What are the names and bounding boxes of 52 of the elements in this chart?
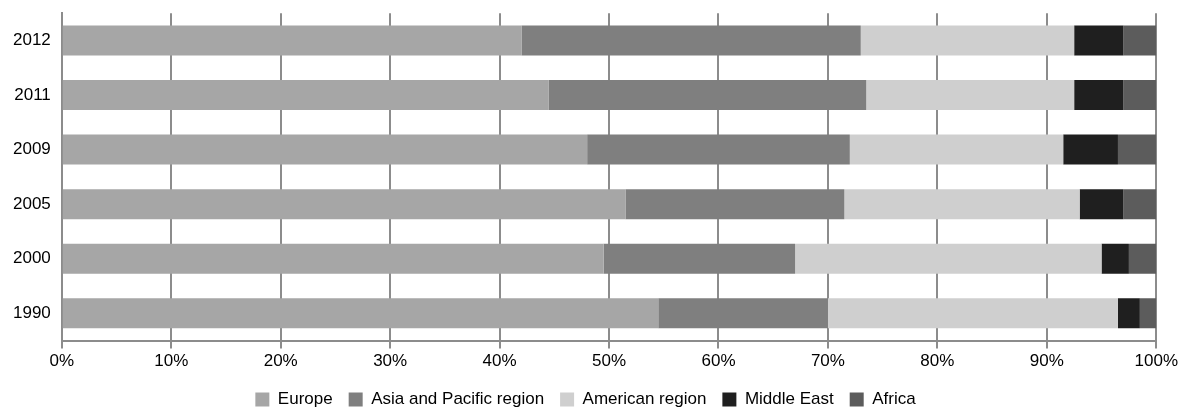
bar (62, 134, 588, 165)
y-tick-label: 2000 (12, 248, 51, 268)
legend-label: Middle East (744, 389, 834, 409)
y-tick-label: 2009 (12, 139, 51, 159)
bar (1123, 25, 1157, 56)
bar (849, 134, 1064, 165)
bar (1139, 298, 1157, 329)
x-tick-label: 0% (49, 351, 75, 371)
x-tick-label: 70% (810, 351, 845, 371)
y-tick-label: 2012 (12, 30, 51, 50)
bar (62, 298, 659, 329)
legend-label: Asia and Pacific region (371, 389, 545, 409)
bar (1117, 298, 1140, 329)
x-tick-label: 50% (592, 351, 627, 371)
legend-label: Africa (872, 389, 917, 409)
y-tick-label: 2011 (14, 84, 51, 104)
x-tick-label: 30% (373, 351, 408, 371)
bar (521, 25, 861, 56)
bar (1074, 80, 1124, 111)
bar (62, 80, 549, 111)
bar (795, 243, 1102, 274)
bar (548, 80, 867, 111)
bar (625, 189, 845, 220)
y-tick-label: 2005 (12, 193, 51, 213)
bar (1074, 25, 1124, 56)
bar (658, 298, 828, 329)
bar (827, 298, 1118, 329)
x-tick-label: 90% (1029, 351, 1064, 371)
bar (1123, 189, 1157, 220)
legend-label: American region (582, 389, 707, 409)
x-tick-label: 20% (263, 351, 298, 371)
x-tick-label: 80% (920, 351, 955, 371)
bar (1079, 189, 1124, 220)
bar (62, 25, 522, 56)
bar (1063, 134, 1118, 165)
bar (1123, 80, 1157, 111)
x-tick-label: 10% (154, 351, 189, 371)
bar (1101, 243, 1129, 274)
legend-label: Europe (277, 389, 333, 409)
bar (1117, 134, 1157, 165)
bar (603, 243, 796, 274)
bar (866, 80, 1075, 111)
y-tick-label: 1990 (12, 303, 51, 322)
x-tick-label: 100% (1134, 351, 1178, 371)
bar (860, 25, 1075, 56)
bar (587, 134, 850, 165)
bar (62, 243, 604, 274)
bar (844, 189, 1080, 220)
bar (62, 189, 626, 220)
bar (1128, 243, 1157, 274)
x-tick-label: 40% (482, 351, 517, 371)
x-tick-label: 60% (701, 351, 736, 371)
